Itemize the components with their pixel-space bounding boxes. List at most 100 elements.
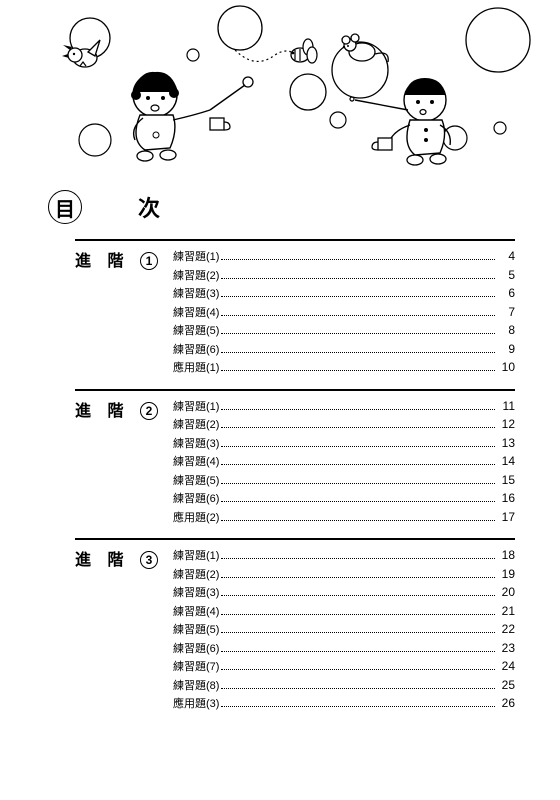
- section-number: 2: [140, 402, 158, 420]
- dot-leader: [221, 409, 495, 410]
- section-number: 3: [140, 551, 158, 569]
- dot-leader: [221, 558, 495, 559]
- dot-leader: [221, 464, 495, 465]
- entry-page: 25: [497, 676, 515, 694]
- toc-section: 進 階 3練習題(1)18練習題(2)19練習題(3)20練習題(4)21練習題…: [75, 538, 515, 713]
- dot-leader: [221, 259, 495, 260]
- entry-label: 練習題(8): [173, 678, 219, 695]
- dot-leader: [221, 706, 495, 707]
- toc-entry: 練習題(1) 4: [173, 247, 515, 266]
- entry-label: 練習題(3): [173, 436, 219, 453]
- entry-label: 應用題(2): [173, 510, 219, 527]
- entry-label: 應用題(1): [173, 360, 219, 377]
- toc-entry: 練習題(2) 5: [173, 266, 515, 285]
- title-char-2: 次: [138, 191, 160, 223]
- section-label-text: 進 階: [75, 552, 129, 569]
- entry-page: 18: [497, 546, 515, 564]
- section-label: 進 階 1: [75, 247, 173, 377]
- entry-label: 練習題(6): [173, 491, 219, 508]
- toc-entry: 練習題(2) 12: [173, 415, 515, 434]
- dot-leader: [221, 632, 495, 633]
- section-divider: [75, 389, 515, 391]
- entry-label: 練習題(5): [173, 622, 219, 639]
- toc-entry: 練習題(5) 8: [173, 321, 515, 340]
- toc-entry: 應用題(3) 26: [173, 694, 515, 713]
- toc-entry: 練習題(4) 21: [173, 602, 515, 621]
- entry-label: 練習題(2): [173, 268, 219, 285]
- section-entries: 練習題(1)4練習題(2)5練習題(3)6練習題(4)7練習題(5)8練習題(6…: [173, 247, 515, 377]
- section-label-text: 進 階: [75, 253, 129, 270]
- dot-leader: [221, 595, 495, 596]
- entry-page: 9: [497, 340, 515, 358]
- dot-leader: [221, 427, 495, 428]
- toc-entry: 練習題(8) 25: [173, 676, 515, 695]
- toc-section: 進 階 2練習題(1)11練習題(2)12練習題(3)13練習題(4)14練習題…: [75, 389, 515, 527]
- entry-label: 練習題(1): [173, 249, 219, 266]
- entry-label: 練習題(2): [173, 567, 219, 584]
- dot-leader: [221, 315, 495, 316]
- entry-page: 16: [497, 489, 515, 507]
- toc-entry: 練習題(2) 19: [173, 565, 515, 584]
- entry-page: 10: [497, 358, 515, 376]
- entry-label: 練習題(4): [173, 604, 219, 621]
- section-divider: [75, 538, 515, 540]
- dot-leader: [221, 520, 495, 521]
- toc-entry: 練習題(3) 20: [173, 583, 515, 602]
- entry-label: 練習題(6): [173, 641, 219, 658]
- dot-leader: [221, 352, 495, 353]
- entry-page: 21: [497, 602, 515, 620]
- toc-title: 目 次: [0, 170, 560, 239]
- entry-page: 14: [497, 452, 515, 470]
- title-char-1: 目: [48, 190, 82, 224]
- toc-entry: 練習題(5)22: [173, 620, 515, 639]
- entry-page: 4: [497, 247, 515, 265]
- entry-page: 7: [497, 303, 515, 321]
- toc-entry: 練習題(1)11: [173, 397, 515, 416]
- dot-leader: [221, 296, 495, 297]
- entry-page: 5: [497, 266, 515, 284]
- dot-leader: [221, 333, 495, 334]
- entry-page: 19: [497, 565, 515, 583]
- section-entries: 練習題(1)18 練習題(2) 19 練習題(3) 20 練習題(4) 21練習題(5)22…: [173, 546, 515, 713]
- dot-leader: [221, 651, 495, 652]
- entry-label: 應用題(3): [173, 696, 219, 713]
- dot-leader: [221, 446, 495, 447]
- entry-page: 17: [497, 508, 515, 526]
- toc-entry: 練習題(1)18: [173, 546, 515, 565]
- dot-leader: [221, 577, 495, 578]
- entry-label: 練習題(4): [173, 305, 219, 322]
- section-label: 進 階 3: [75, 546, 173, 713]
- entry-page: 20: [497, 583, 515, 601]
- entry-page: 24: [497, 657, 515, 675]
- table-of-contents: 進 階 1練習題(1)4練習題(2)5練習題(3)6練習題(4)7練習題(5)8…: [0, 239, 560, 713]
- toc-entry: 練習題(3) 13: [173, 434, 515, 453]
- entry-page: 6: [497, 284, 515, 302]
- toc-entry: 練習題(6) 9: [173, 340, 515, 359]
- toc-entry: 練習題(4)14: [173, 452, 515, 471]
- dot-leader: [221, 614, 495, 615]
- toc-entry: 練習題(3) 6: [173, 284, 515, 303]
- entry-page: 13: [497, 434, 515, 452]
- entry-label: 練習題(6): [173, 342, 219, 359]
- entry-label: 練習題(3): [173, 286, 219, 303]
- toc-entry: 練習題(7) 24: [173, 657, 515, 676]
- entry-label: 練習題(5): [173, 473, 219, 490]
- entry-page: 23: [497, 639, 515, 657]
- entry-label: 練習題(3): [173, 585, 219, 602]
- toc-entry: 練習題(4) 7: [173, 303, 515, 322]
- section-number: 1: [140, 252, 158, 270]
- entry-label: 練習題(2): [173, 417, 219, 434]
- toc-entry: 應用題(1) 10: [173, 358, 515, 377]
- dot-leader: [221, 278, 495, 279]
- entry-page: 15: [497, 471, 515, 489]
- header-illustration: [0, 0, 560, 170]
- dot-leader: [221, 370, 495, 371]
- entry-page: 26: [497, 694, 515, 712]
- toc-section: 進 階 1練習題(1)4練習題(2)5練習題(3)6練習題(4)7練習題(5)8…: [75, 239, 515, 377]
- entry-page: 12: [497, 415, 515, 433]
- entry-label: 練習題(7): [173, 659, 219, 676]
- dot-leader: [221, 669, 495, 670]
- section-label: 進 階 2: [75, 397, 173, 527]
- entry-page: 8: [497, 321, 515, 339]
- entry-label: 練習題(5): [173, 323, 219, 340]
